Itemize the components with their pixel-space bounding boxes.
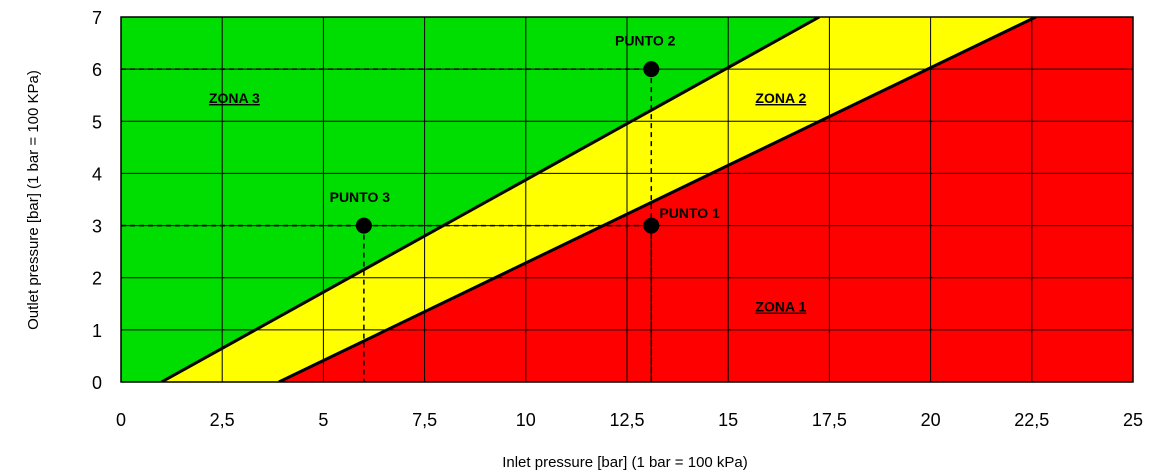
y-tick-label: 2 [92,269,102,289]
x-tick-label: 20 [921,410,941,430]
y-axis-label: Outlet pressure [bar] (1 bar = 100 KPa) [25,70,42,330]
point-label-2: PUNTO 2 [615,33,676,49]
x-axis-label: Inlet pressure [bar] (1 bar = 100 kPa) [502,454,748,471]
point-label-3: PUNTO 3 [330,189,391,205]
x-tick-label: 12,5 [609,410,644,430]
ticks-layer: 0 2,5 5 7,5 10 12,5 15 17,5 20 22,5 25 0 1 2 3 4 5 6 7 [92,8,1143,430]
data-point-2 [643,61,660,78]
y-tick-label: 3 [92,217,102,237]
x-tick-label: 2,5 [210,410,235,430]
x-tick-label: 7,5 [412,410,437,430]
zone-boundary-line-2 [278,17,1037,382]
y-tick-label: 7 [92,8,102,28]
x-tick-label: 5 [318,410,328,430]
point-label-1: PUNTO 1 [659,205,720,221]
y-tick-label: 4 [92,164,102,184]
y-tick-label: 5 [92,112,102,132]
y-tick-label: 1 [92,321,102,341]
boundary-layer [160,17,1037,382]
y-tick-label: 6 [92,60,102,80]
x-tick-label: 10 [516,410,536,430]
x-tick-label: 25 [1123,410,1143,430]
x-tick-label: 0 [116,410,126,430]
zone-label-3: ZONA 3 [209,90,260,106]
grid-layer [120,16,1134,383]
labels-layer: PUNTO 1 PUNTO 2 PUNTO 3 ZONA 1 ZONA 2 ZONA 3 [209,33,807,315]
points-layer [355,61,660,234]
x-tick-label: 17,5 [812,410,847,430]
plot-frame [120,16,1134,383]
data-point-3 [355,217,372,234]
x-tick-label: 22,5 [1014,410,1049,430]
zone-label-1: ZONA 1 [755,299,806,315]
zone-label-2: ZONA 2 [755,90,806,106]
zone-3-area [121,17,820,382]
data-point-1 [643,217,660,234]
y-tick-label: 0 [92,373,102,393]
x-tick-label: 15 [718,410,738,430]
zone-boundary-line-1 [160,17,821,382]
